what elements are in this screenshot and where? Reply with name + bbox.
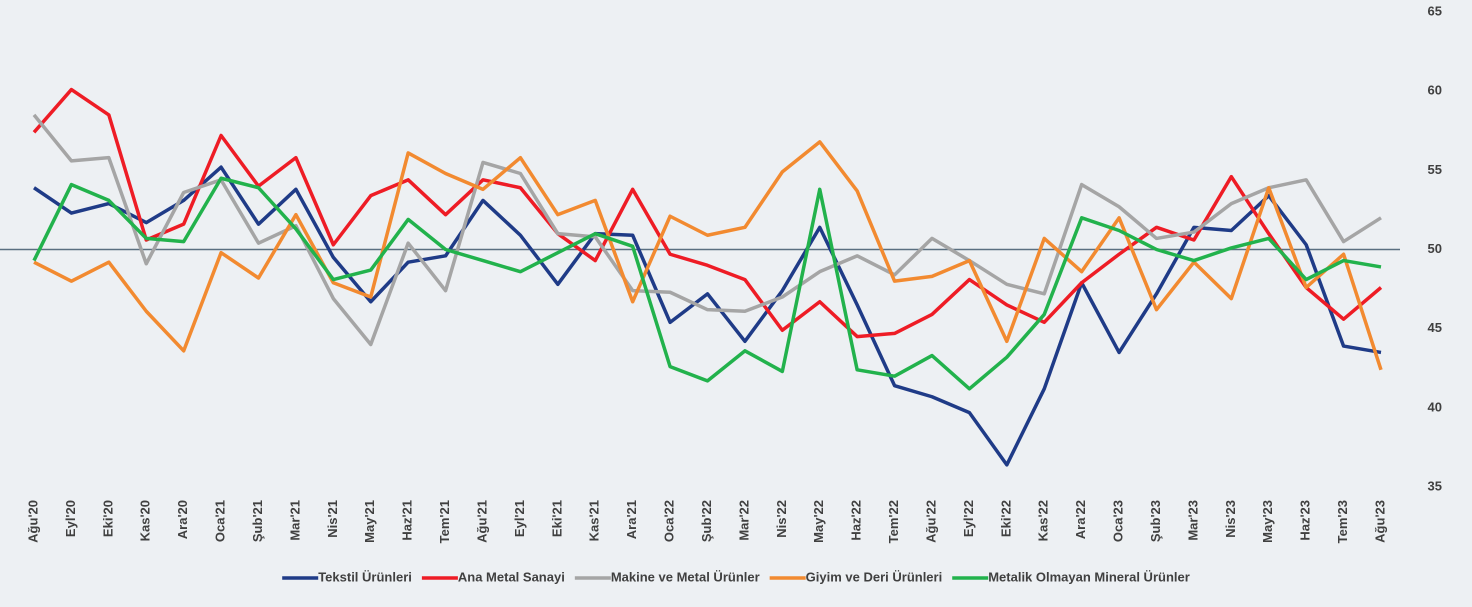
y-tick-label: 65 (1428, 3, 1442, 18)
legend-label: Makine ve Metal Ürünler (611, 569, 760, 584)
legend-label: Metalik Olmayan Mineral Ürünler (988, 569, 1190, 584)
x-tick-label: Eki'20 (100, 500, 115, 537)
x-tick-label: Haz'21 (400, 500, 415, 541)
x-tick-label: Mar'21 (287, 500, 302, 541)
x-tick-label: Kas'22 (1036, 500, 1051, 541)
x-tick-label: May'23 (1260, 500, 1275, 543)
series-line (33, 165, 1382, 467)
y-tick-label: 55 (1428, 162, 1442, 177)
x-tick-label: Haz'23 (1298, 500, 1313, 541)
x-tick-label: Kas'20 (138, 500, 153, 541)
x-tick-label: Ara'22 (1073, 500, 1088, 539)
legend-label: Giyim ve Deri Ürünleri (806, 569, 943, 584)
x-tick-label: Nis'23 (1223, 500, 1238, 538)
legend: Tekstil Ürünleri Ana Metal Sanayi Makine v… (282, 569, 1190, 584)
x-tick-label: Ağu'20 (25, 500, 40, 543)
x-tick-label: Tem'23 (1335, 500, 1350, 543)
y-tick-label: 60 (1428, 83, 1442, 98)
x-tick-label: Ara'21 (624, 500, 639, 539)
legend-label: Tekstil Ürünleri (318, 569, 412, 584)
y-tick-label: 50 (1428, 241, 1442, 256)
x-tick-label: May'21 (362, 500, 377, 543)
x-tick-label: Ağu'21 (474, 500, 489, 543)
x-tick-label: Oca'23 (1111, 500, 1126, 542)
y-tick-label: 40 (1428, 399, 1442, 414)
y-tick-label: 35 (1428, 478, 1442, 493)
x-tick-label: Şub'21 (250, 500, 265, 542)
series-line (32, 113, 1382, 347)
x-tick-label: Nis'21 (325, 500, 340, 538)
x-tick-label: Tem'22 (886, 500, 901, 543)
x-tick-label: Ağu'23 (1372, 500, 1387, 543)
x-tick-label: Mar'22 (736, 500, 751, 541)
x-tick-label: Tem'21 (437, 500, 452, 543)
legend-label: Ana Metal Sanayi (458, 569, 565, 584)
x-tick-label: Haz'22 (849, 500, 864, 541)
x-tick-label: Nis'22 (774, 500, 789, 538)
x-tick-label: Kas'21 (587, 500, 602, 541)
series-line (32, 87, 1383, 339)
x-tick-label: Oca'21 (213, 500, 228, 542)
x-tick-label: Eki'21 (549, 500, 564, 537)
x-tick-label: Eyl'21 (512, 500, 527, 537)
series-line (32, 176, 1382, 391)
x-tick-label: Oca'22 (662, 500, 677, 542)
series-line (33, 140, 1383, 371)
x-tick-label: Mar'23 (1185, 500, 1200, 541)
x-tick-label: Ara'20 (175, 500, 190, 539)
y-tick-label: 45 (1428, 320, 1442, 335)
x-tick-label: May'22 (811, 500, 826, 543)
x-tick-label: Eki'22 (998, 500, 1013, 537)
x-tick-label: Şub'23 (1148, 500, 1163, 542)
x-tick-label: Eyl'22 (961, 500, 976, 537)
x-tick-label: Şub'22 (699, 500, 714, 542)
x-tick-label: Eyl'20 (63, 500, 78, 537)
x-tick-label: Ağu'22 (923, 500, 938, 543)
